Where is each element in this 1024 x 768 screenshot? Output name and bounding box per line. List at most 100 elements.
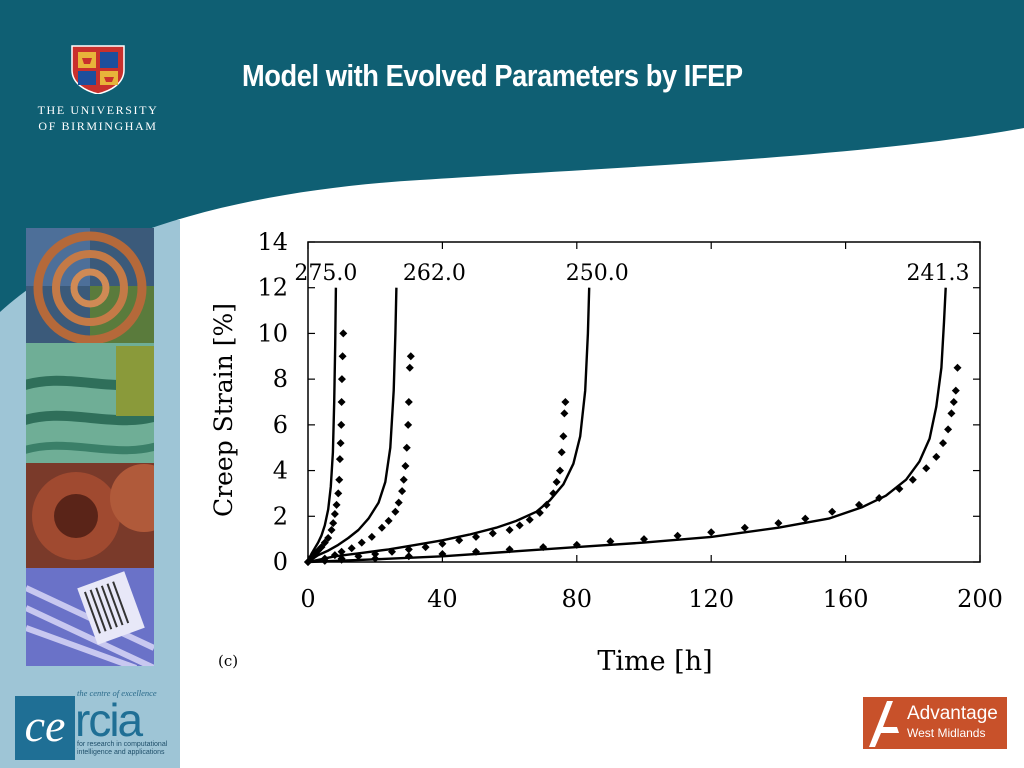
advantage-a-icon xyxy=(869,701,899,747)
data-point-250.0 xyxy=(488,529,497,538)
cercia-tagline: the centre of excellence xyxy=(77,688,157,698)
data-point-250.0 xyxy=(505,526,514,534)
data-point-241.3 xyxy=(828,507,837,516)
model-curve-262.0 xyxy=(307,287,398,563)
series-label-275.0: 275.0 xyxy=(294,261,357,286)
x-tick-label: 160 xyxy=(823,585,869,613)
data-point-241.3 xyxy=(371,554,380,563)
data-point-241.3 xyxy=(949,398,958,406)
y-axis-label: Creep Strain [%] xyxy=(209,303,238,517)
data-point-275.0 xyxy=(337,420,346,429)
data-point-275.0 xyxy=(314,546,323,555)
x-tick-label: 80 xyxy=(562,585,593,613)
y-tick-label: 0 xyxy=(273,548,288,576)
data-point-241.3 xyxy=(472,547,480,556)
data-point-250.0 xyxy=(557,448,566,457)
data-point-250.0 xyxy=(515,521,524,530)
data-point-250.0 xyxy=(561,398,570,406)
data-point-262.0 xyxy=(399,475,408,484)
data-point-241.3 xyxy=(707,528,716,537)
data-point-250.0 xyxy=(535,508,544,517)
header-band xyxy=(0,0,1024,312)
x-tick-label: 0 xyxy=(300,585,315,613)
advantage-line1: Advantage xyxy=(907,703,998,724)
data-point-241.3 xyxy=(505,545,514,554)
data-point-241.3 xyxy=(951,386,960,395)
advantage-west-midlands-logo: Advantage West Midlands xyxy=(863,697,1007,749)
data-point-250.0 xyxy=(455,536,464,545)
data-point-241.3 xyxy=(875,494,884,502)
data-point-275.0 xyxy=(335,455,344,464)
data-point-241.3 xyxy=(740,523,749,532)
series-layer xyxy=(304,287,962,566)
cercia-subtitle-line1: for research in computational xyxy=(77,741,168,748)
data-point-262.0 xyxy=(402,443,411,452)
data-point-241.3 xyxy=(895,484,904,493)
data-point-262.0 xyxy=(404,420,413,429)
data-point-262.0 xyxy=(384,516,393,525)
y-tick-label: 10 xyxy=(257,319,288,347)
data-point-275.0 xyxy=(336,439,345,448)
y-tick-label: 14 xyxy=(257,228,288,256)
data-point-241.3 xyxy=(404,552,413,561)
label-layer: 275.0 262.0 250.0 241.3 xyxy=(294,261,969,286)
slide-title: Model with Evolved Parameters by IFEP xyxy=(242,58,743,93)
y-tick-label: 6 xyxy=(273,411,288,439)
data-point-275.0 xyxy=(337,375,346,384)
x-tick-label: 200 xyxy=(957,585,1003,613)
university-crest-icon xyxy=(71,45,125,94)
data-point-275.0 xyxy=(327,526,336,534)
data-point-241.3 xyxy=(539,543,548,552)
data-point-250.0 xyxy=(421,543,430,552)
data-point-262.0 xyxy=(394,498,403,507)
data-point-275.0 xyxy=(329,519,338,528)
data-point-250.0 xyxy=(371,550,380,558)
data-point-250.0 xyxy=(404,545,413,554)
series-label-250.0: 250.0 xyxy=(566,261,629,286)
cercia-logo: the centre of excellence ce rcia for res… xyxy=(15,688,167,760)
data-point-241.3 xyxy=(947,409,956,418)
advantage-line2: West Midlands xyxy=(907,726,986,740)
data-point-262.0 xyxy=(357,538,366,547)
data-point-241.3 xyxy=(673,531,682,540)
data-point-241.3 xyxy=(572,540,581,549)
data-point-275.0 xyxy=(337,398,346,406)
data-point-241.3 xyxy=(939,439,948,448)
cercia-subtitle-line2: intelligence and applications xyxy=(77,749,165,756)
data-point-250.0 xyxy=(354,552,363,561)
creep-strain-chart: 0 40 80 120 160 200 0 2 4 6 8 10 12 14 275.0 262.0 250.… xyxy=(209,228,1003,677)
data-point-250.0 xyxy=(552,478,561,486)
series-label-241.3: 241.3 xyxy=(907,261,970,286)
data-point-262.0 xyxy=(401,462,410,470)
data-point-250.0 xyxy=(559,432,568,441)
data-point-241.3 xyxy=(953,363,962,372)
x-axis-label: Time [h] xyxy=(597,646,712,677)
data-point-250.0 xyxy=(388,547,396,556)
series-label-262.0: 262.0 xyxy=(403,261,466,286)
data-point-275.0 xyxy=(339,329,348,338)
data-point-262.0 xyxy=(377,523,386,532)
data-point-250.0 xyxy=(549,489,558,498)
data-point-275.0 xyxy=(334,489,343,498)
data-point-241.3 xyxy=(944,425,953,434)
data-point-241.3 xyxy=(640,535,648,544)
university-name-line1: THE UNIVERSITY xyxy=(37,103,159,117)
data-point-262.0 xyxy=(406,352,415,361)
axes-layer: 0 40 80 120 160 200 0 2 4 6 8 10 12 14 xyxy=(257,228,1002,613)
data-point-262.0 xyxy=(405,363,414,372)
data-point-250.0 xyxy=(472,532,480,541)
data-point-241.3 xyxy=(855,500,864,509)
cercia-logo-mark: ce xyxy=(15,696,75,760)
university-name-line2: OF BIRMINGHAM xyxy=(38,119,158,133)
panel-label: (c) xyxy=(218,652,238,670)
data-point-250.0 xyxy=(438,539,447,548)
model-curve-275.0 xyxy=(306,287,338,563)
data-point-275.0 xyxy=(317,543,326,552)
data-point-241.3 xyxy=(774,519,783,528)
data-point-250.0 xyxy=(560,409,569,418)
y-tick-label: 12 xyxy=(257,274,288,302)
data-point-262.0 xyxy=(337,547,346,556)
y-tick-label: 8 xyxy=(273,365,288,393)
data-point-241.3 xyxy=(932,452,941,461)
data-point-275.0 xyxy=(324,534,333,542)
